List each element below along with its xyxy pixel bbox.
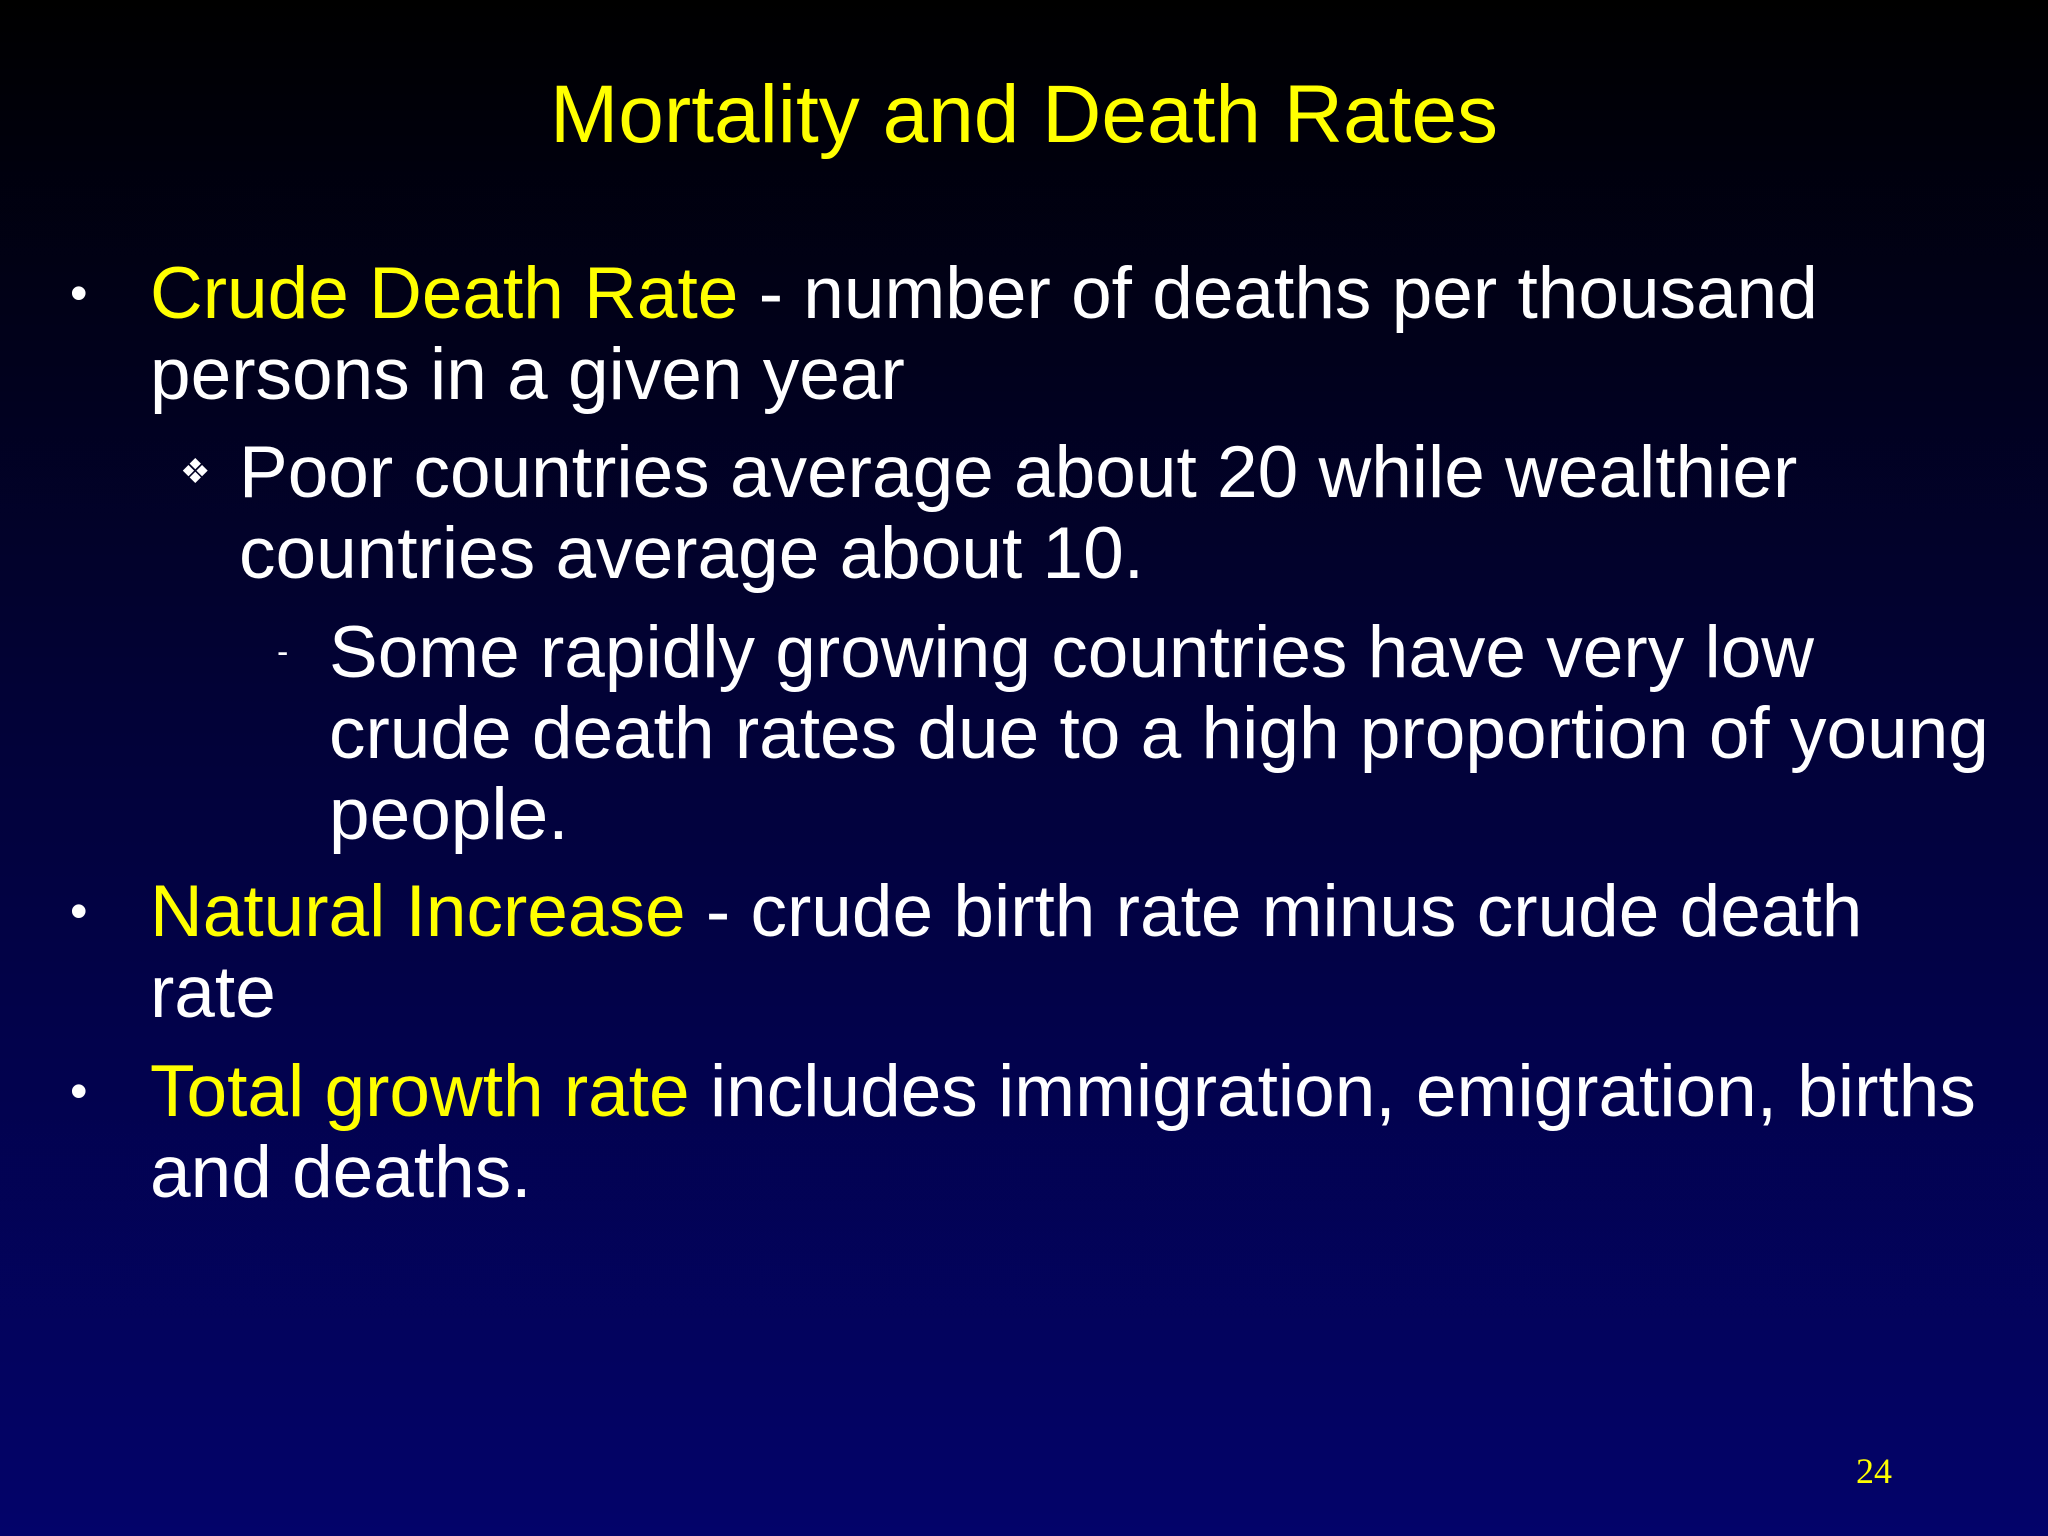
bullet-marker: • (70, 1063, 88, 1119)
sub-sub-bullet-marker: - (277, 633, 289, 671)
bullet-text: - crude birth rate minus crude death rat… (150, 871, 1863, 1033)
bullet: Total growth rate includes immigration, … (150, 1051, 1980, 1213)
bullet-term: Total growth rate (150, 1051, 690, 1132)
bullet-text: includes immigration, emigration, births… (150, 1051, 1976, 1213)
page-number: 24 (1856, 1451, 1892, 1491)
bullet-marker: • (70, 265, 88, 321)
bullet-term: Natural Increase (150, 871, 686, 952)
bullet: Natural Increase - crude birth rate minu… (150, 871, 1890, 1033)
sub-bullet: Poor countries average about 20 while we… (239, 432, 1979, 594)
sub-sub-bullet-text: Some rapidly growing countries have very… (329, 612, 1989, 855)
bullet-text: - number of deaths per thousand persons … (150, 253, 1818, 415)
sub-bullet-text: Poor countries average about 20 while we… (239, 432, 1798, 594)
sub-bullet-marker: ❖ (180, 453, 211, 491)
bullet: Crude Death Rate - number of deaths per … (150, 253, 2000, 415)
slide-title: Mortality and Death Rates (549, 69, 1498, 160)
bullet-marker: • (70, 883, 88, 939)
sub-sub-bullet: Some rapidly growing countries have very… (329, 612, 1989, 855)
bullet-term: Crude Death Rate (150, 253, 739, 334)
